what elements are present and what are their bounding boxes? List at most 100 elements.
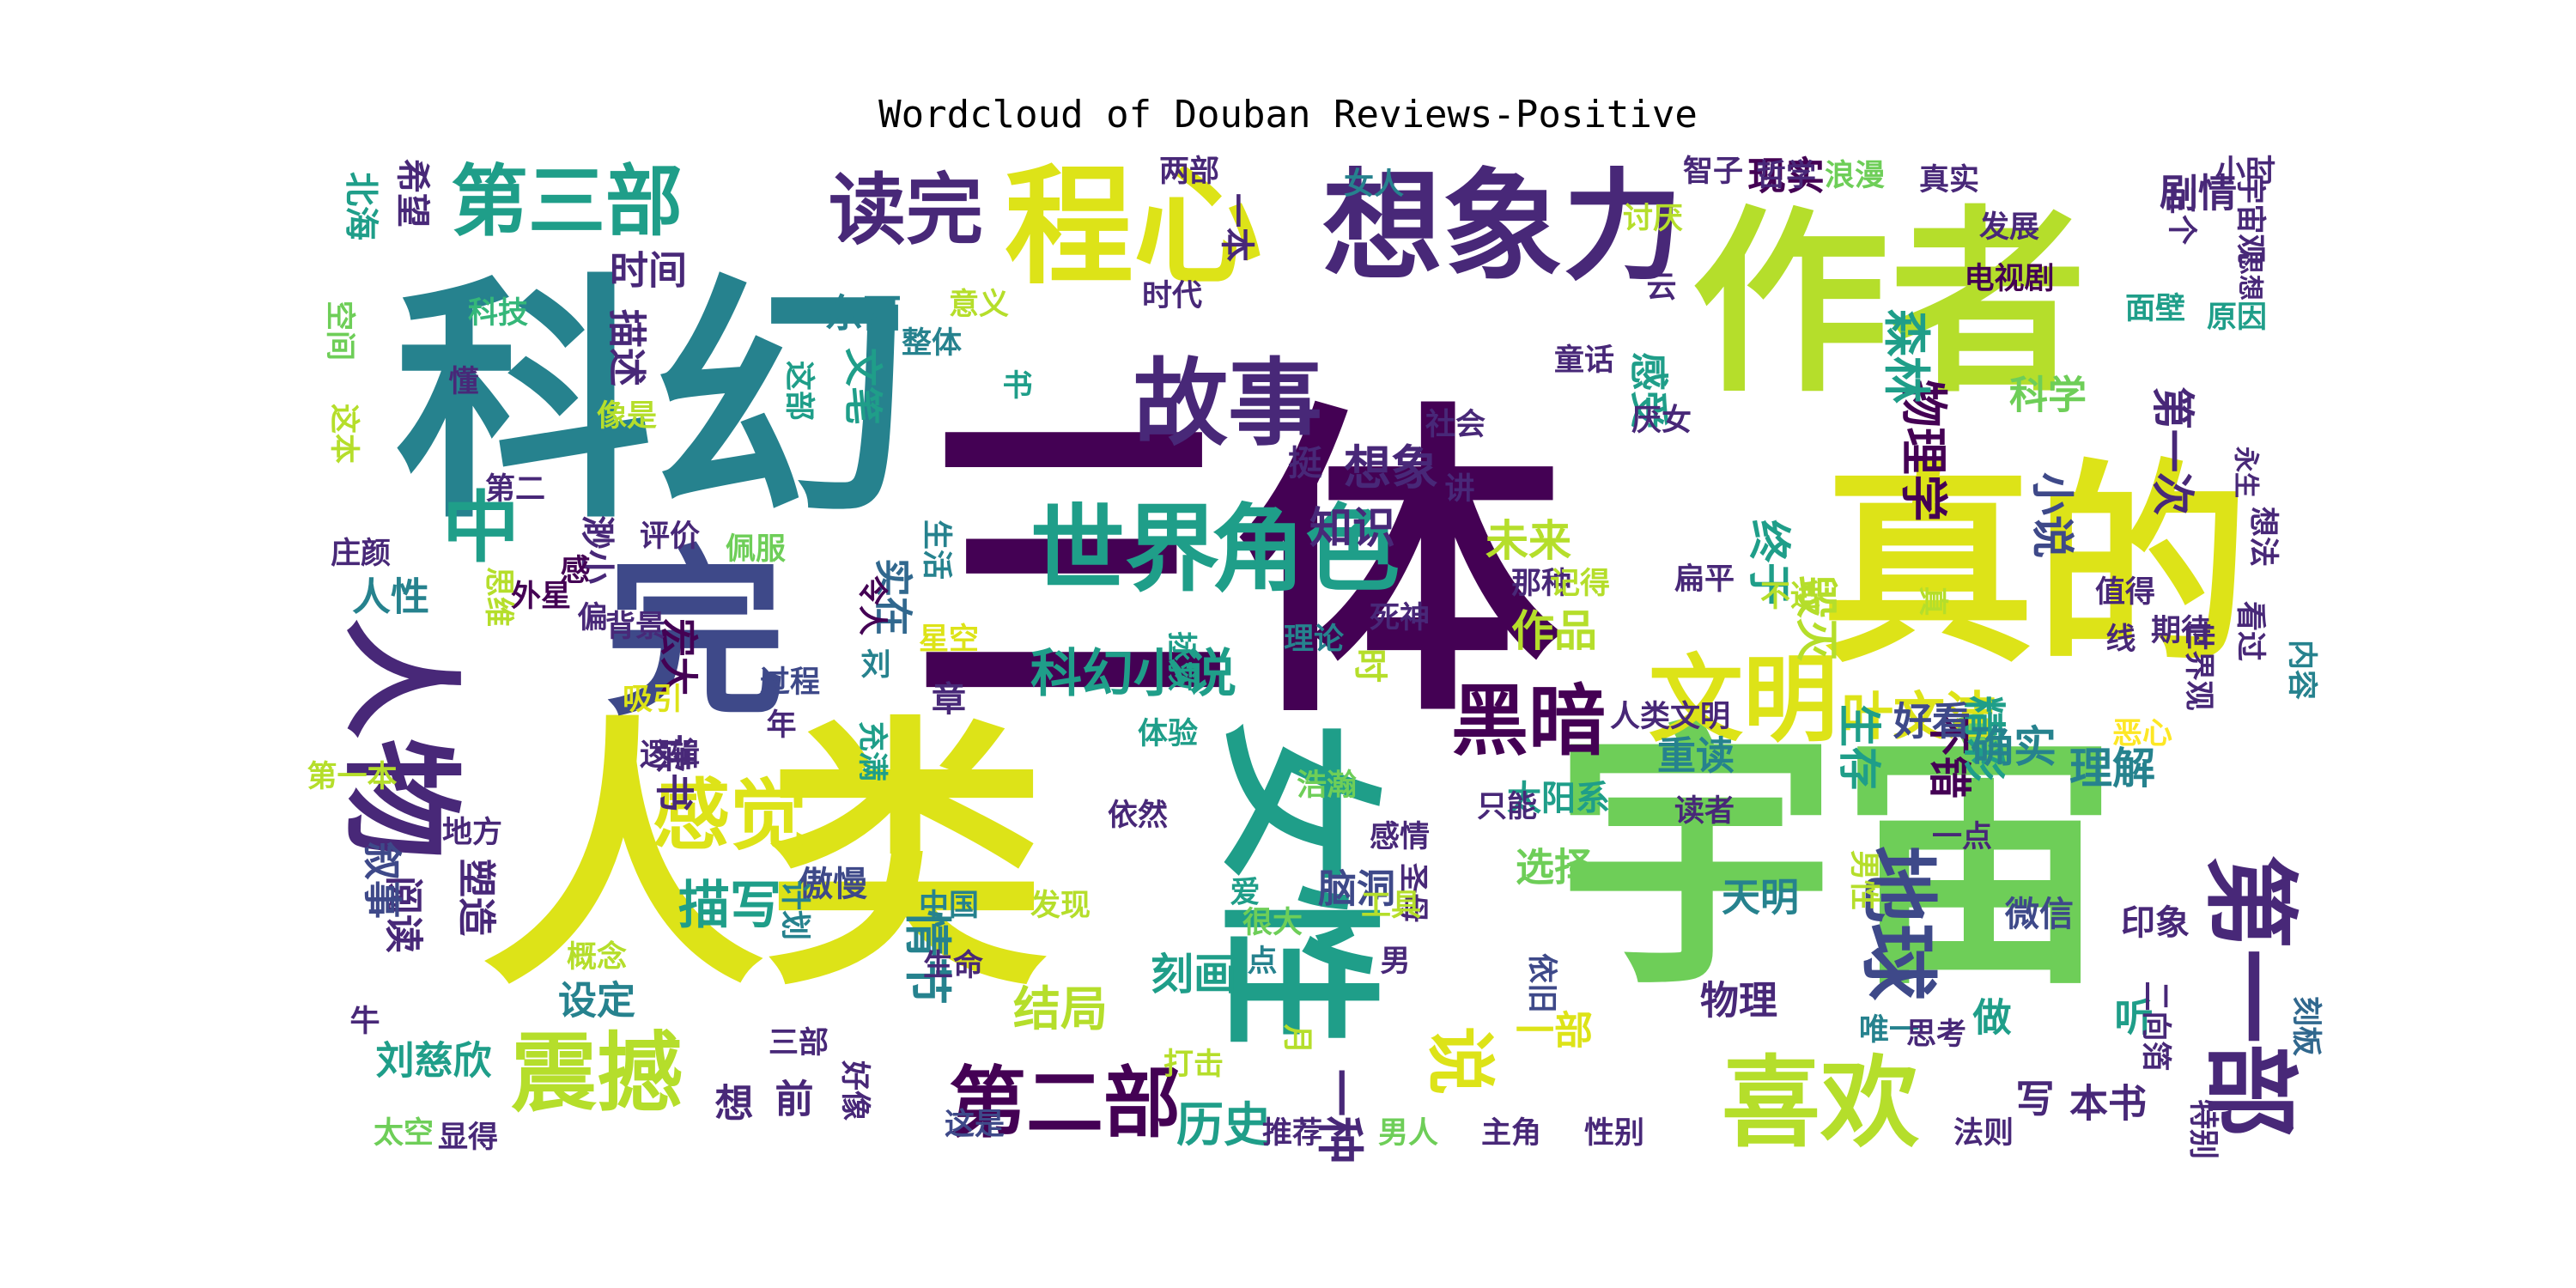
word-52: 现实 <box>1747 154 1825 199</box>
word-192: 打击 <box>1163 1048 1224 1082</box>
word-44: 不错 <box>1924 713 1974 799</box>
word-161: 充满 <box>854 721 889 781</box>
word-88: 内容 <box>2284 640 2318 700</box>
word-162: 第一本 <box>307 760 397 794</box>
word-112: 讨厌 <box>1623 202 1683 236</box>
word-15: 喜欢 <box>1722 1046 1919 1161</box>
word-36: 一种 <box>1312 1069 1367 1163</box>
word-188: 特别 <box>2185 1099 2220 1159</box>
word-191: 思考 <box>1906 1018 1966 1052</box>
word-84: 写 <box>2015 1077 2054 1122</box>
word-69: 两部 <box>1159 155 1219 189</box>
word-182: 好像 <box>837 1060 872 1121</box>
word-186: 性别 <box>1584 1116 1644 1151</box>
word-83: 听 <box>2114 995 2153 1041</box>
word-19: 震撼 <box>511 1024 683 1124</box>
word-42: 毁灭 <box>1791 575 1841 662</box>
word-170: 浩瀚 <box>1297 769 1357 803</box>
word-124: 这部 <box>781 361 816 421</box>
word-79: 圣母 <box>1395 863 1430 923</box>
word-7: 女性 <box>1202 721 1392 1048</box>
word-25: 中 <box>442 483 519 574</box>
word-173: 一点 <box>1932 820 1992 854</box>
word-38: 知识 <box>1309 503 1395 553</box>
word-194: 显得 <box>438 1121 498 1155</box>
word-145: 理论 <box>1284 623 1345 657</box>
word-159: 体验 <box>1138 717 1198 751</box>
word-12: 世界 <box>1030 495 1219 605</box>
word-26: 说 <box>1420 1026 1500 1095</box>
word-168: 概念 <box>567 939 627 975</box>
word-58: 人性 <box>352 574 429 620</box>
word-95: 刘 <box>860 648 890 683</box>
word-32: 情节 <box>900 910 955 1005</box>
word-22: 第二部 <box>949 1059 1181 1149</box>
word-165: 中国 <box>919 889 979 923</box>
word-3: 宇宙 <box>1554 694 2121 1024</box>
word-152: 期待 <box>2151 614 2211 648</box>
word-8: 完 <box>605 531 786 741</box>
word-102: 值得 <box>2095 575 2155 610</box>
word-73: 一部 <box>1516 1008 1593 1054</box>
word-53: 感受 <box>1626 352 1672 429</box>
word-35: 刻画 <box>1151 950 1236 999</box>
word-120: 童话 <box>1554 343 1614 378</box>
word-103: 云 <box>1646 270 1676 305</box>
word-189: 二向箔 <box>2138 981 2172 1071</box>
word-164: 计划 <box>777 880 811 940</box>
word-80: 印象 <box>2121 903 2190 943</box>
word-185: 主角 <box>1481 1116 1541 1151</box>
word-49: 小说 <box>2027 472 2077 558</box>
word-55: 描述 <box>605 309 650 386</box>
word-66: 实在 <box>871 558 916 635</box>
word-121: 厌女 <box>1631 403 1692 438</box>
word-54: 时间 <box>610 248 687 294</box>
word-156: 不适 <box>1760 580 1820 614</box>
word-163: 地方 <box>442 816 502 850</box>
word-155: 想法 <box>2245 507 2280 567</box>
word-75: 天明 <box>1722 875 1799 920</box>
word-146: 死神 <box>1370 601 1430 635</box>
word-41: 终于 <box>1744 519 1794 605</box>
word-195: 思想 <box>2235 249 2265 301</box>
word-110: 宇宙观 <box>2233 173 2267 264</box>
word-141: 吸引 <box>623 683 683 717</box>
word-86: 前 <box>775 1077 813 1122</box>
word-123: 整体 <box>902 326 962 361</box>
word-18: 读完 <box>829 166 983 256</box>
word-77: 选择 <box>1516 845 1594 890</box>
word-57: 文笔 <box>841 348 886 425</box>
word-147: 那种 <box>1511 567 1571 601</box>
word-116: 空间 <box>322 301 356 361</box>
word-29: 物理学 <box>1896 380 1951 521</box>
word-21: 第一部 <box>2195 854 2305 1138</box>
word-180: 三部 <box>769 1026 829 1060</box>
word-134: 佩服 <box>726 532 786 567</box>
word-171: 工具 <box>1361 889 1421 923</box>
word-87: 想 <box>714 1081 753 1127</box>
word-92: 渺小 <box>577 515 617 584</box>
word-175: 点 <box>1247 945 1277 979</box>
word-90: 重读 <box>1657 733 1735 779</box>
word-193: 太空 <box>374 1116 434 1151</box>
word-14: 故事 <box>1133 349 1322 459</box>
word-85: 本书 <box>2069 1081 2147 1127</box>
word-122: 原因 <box>2207 301 2267 335</box>
word-78: 脑洞 <box>1318 866 1395 912</box>
word-67: 北海 <box>341 172 380 240</box>
word-20: 感觉 <box>653 771 807 861</box>
word-27: 科幻小说 <box>1030 644 1236 704</box>
word-51: 剧情 <box>2160 171 2237 216</box>
word-31: 描写 <box>678 876 781 936</box>
word-89: 刻板 <box>2288 996 2323 1056</box>
word-65: 叙事 <box>360 841 405 919</box>
word-46: 好看 <box>1893 699 1971 744</box>
word-56: 东西 <box>824 291 902 337</box>
word-115: 科技 <box>468 296 528 331</box>
word-109: 小时 <box>2215 155 2275 189</box>
word-104: 发展 <box>1979 210 2039 245</box>
word-142: 年 <box>766 708 796 743</box>
word-63: 刘慈欣 <box>375 1038 491 1084</box>
word-113: 女人 <box>1344 167 1404 202</box>
word-45: 精彩 <box>1959 696 2008 781</box>
